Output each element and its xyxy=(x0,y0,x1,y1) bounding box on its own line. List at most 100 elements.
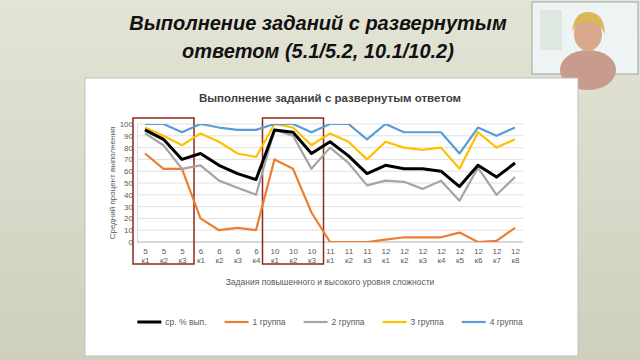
x-tick-label-line: 12 xyxy=(511,247,520,256)
x-tick-label: 12к7 xyxy=(493,247,502,265)
x-tick-label-line: 5 xyxy=(143,247,148,256)
y-axis-title: Средний процент выполнения xyxy=(108,127,117,240)
x-tick-label: 10к2 xyxy=(289,247,298,265)
x-tick: 6к1 xyxy=(197,242,206,265)
x-tick-label-line: к4 xyxy=(253,256,262,265)
slide: Выполнение заданий с развернутымответом … xyxy=(0,0,640,360)
y-tick: 30 xyxy=(124,203,137,212)
x-tick-label: 10к1 xyxy=(271,247,280,265)
grid-line xyxy=(137,218,523,219)
grid-line xyxy=(137,171,523,172)
x-tick-label-line: 12 xyxy=(382,247,391,256)
x-tick: 12к5 xyxy=(456,242,465,265)
x-axis-title: Задания повышенного и высокого уровня сл… xyxy=(226,277,435,287)
x-tick: 11к2 xyxy=(345,242,354,265)
x-tick-label: 12к8 xyxy=(511,247,520,265)
series-lines xyxy=(145,124,515,242)
y-tick: 20 xyxy=(124,214,137,223)
legend-item: 2 группа xyxy=(304,317,365,327)
legend-swatch xyxy=(304,321,328,323)
x-tick-label-line: к2 xyxy=(216,256,225,265)
y-tick-label: 90 xyxy=(124,132,133,141)
series-line xyxy=(145,130,515,201)
x-tick-label: 6к3 xyxy=(234,247,243,265)
legend-swatch xyxy=(383,321,407,323)
x-tick-label-line: 10 xyxy=(271,247,280,256)
grid-line xyxy=(137,194,523,195)
x-tick-label-line: 11 xyxy=(345,247,354,256)
x-tick-label-line: к8 xyxy=(512,256,521,265)
x-tick-label-line: 12 xyxy=(437,247,446,256)
x-tick-label-line: к6 xyxy=(475,256,484,265)
y-axis: 0102030405060708090100 xyxy=(120,120,138,247)
x-tick-label-line: 6 xyxy=(199,247,204,256)
x-tick: 12к7 xyxy=(493,242,502,265)
x-tick-label: 6к2 xyxy=(216,247,225,265)
x-tick-label: 12к1 xyxy=(382,247,391,265)
x-tick-label-line: к3 xyxy=(234,256,243,265)
grid-line xyxy=(137,230,523,231)
x-tick-label-line: к5 xyxy=(456,256,465,265)
x-tick-label-line: к1 xyxy=(382,256,391,265)
x-tick-label: 12к6 xyxy=(474,247,483,265)
legend-item: ср. % вып. xyxy=(137,317,206,327)
x-tick: 10к1 xyxy=(271,242,280,265)
legend-swatch xyxy=(225,321,249,323)
x-tick-label-line: к1 xyxy=(327,256,336,265)
grid xyxy=(137,124,523,242)
x-tick-label-line: 5 xyxy=(180,247,185,256)
webcam xyxy=(532,2,638,90)
x-tick-label: 12к4 xyxy=(437,247,446,265)
x-tick-label: 12к2 xyxy=(400,247,409,265)
x-tick-label-line: 12 xyxy=(456,247,465,256)
y-tick: 80 xyxy=(124,144,137,153)
x-tick-label: 11к2 xyxy=(345,247,354,265)
legend-swatch xyxy=(137,321,161,324)
y-tick-label: 100 xyxy=(120,120,134,129)
x-tick-label-line: 12 xyxy=(493,247,502,256)
x-tick-label-line: к2 xyxy=(345,256,354,265)
legend-item: 1 группа xyxy=(225,317,286,327)
y-tick-label: 60 xyxy=(124,167,133,176)
x-axis: 5к15к25к36к16к26к36к410к110к210к311к111к… xyxy=(137,242,523,265)
x-tick: 12к4 xyxy=(437,242,446,265)
legend-label: ср. % вып. xyxy=(165,317,206,327)
x-tick-label: 11к3 xyxy=(363,247,372,265)
x-tick-label-line: 5 xyxy=(162,247,167,256)
x-tick: 12к6 xyxy=(474,242,483,265)
x-tick-label: 12к5 xyxy=(456,247,465,265)
legend-label: 4 группа xyxy=(490,317,523,327)
x-tick-label-line: к3 xyxy=(364,256,373,265)
x-tick-label: 5к1 xyxy=(142,247,151,265)
x-tick-label: 5к2 xyxy=(160,247,169,265)
x-tick: 6к4 xyxy=(253,242,262,265)
x-tick: 11к3 xyxy=(363,242,372,265)
y-tick-label: 30 xyxy=(124,203,133,212)
series-line xyxy=(145,130,515,187)
chart-area xyxy=(85,78,578,356)
x-tick-label-line: 11 xyxy=(326,247,335,256)
y-tick-label: 40 xyxy=(124,191,133,200)
y-tick: 50 xyxy=(124,179,137,188)
x-tick: 12к1 xyxy=(382,242,391,265)
x-tick-label-line: к2 xyxy=(401,256,410,265)
x-tick-label: 5к3 xyxy=(179,247,188,265)
y-tick-label: 80 xyxy=(124,144,133,153)
legend-label: 2 группа xyxy=(332,317,365,327)
x-tick: 12к3 xyxy=(419,242,428,265)
x-tick: 6к3 xyxy=(234,242,243,265)
grid-line xyxy=(137,183,523,184)
x-tick-label-line: 6 xyxy=(254,247,259,256)
x-tick-label-line: 11 xyxy=(363,247,372,256)
legend: ср. % вып.1 группа2 группа3 группа4 груп… xyxy=(137,317,523,327)
x-tick-label-line: 10 xyxy=(308,247,317,256)
x-tick-label: 6к1 xyxy=(197,247,206,265)
x-tick-label: 6к4 xyxy=(253,247,262,265)
series-line xyxy=(145,124,515,169)
x-tick-label: 10к3 xyxy=(308,247,317,265)
x-tick: 11к1 xyxy=(326,242,335,265)
webcam-person-hair xyxy=(572,12,605,34)
x-tick: 10к3 xyxy=(308,242,317,265)
x-tick: 5к1 xyxy=(142,242,151,265)
x-tick: 5к2 xyxy=(160,242,169,265)
